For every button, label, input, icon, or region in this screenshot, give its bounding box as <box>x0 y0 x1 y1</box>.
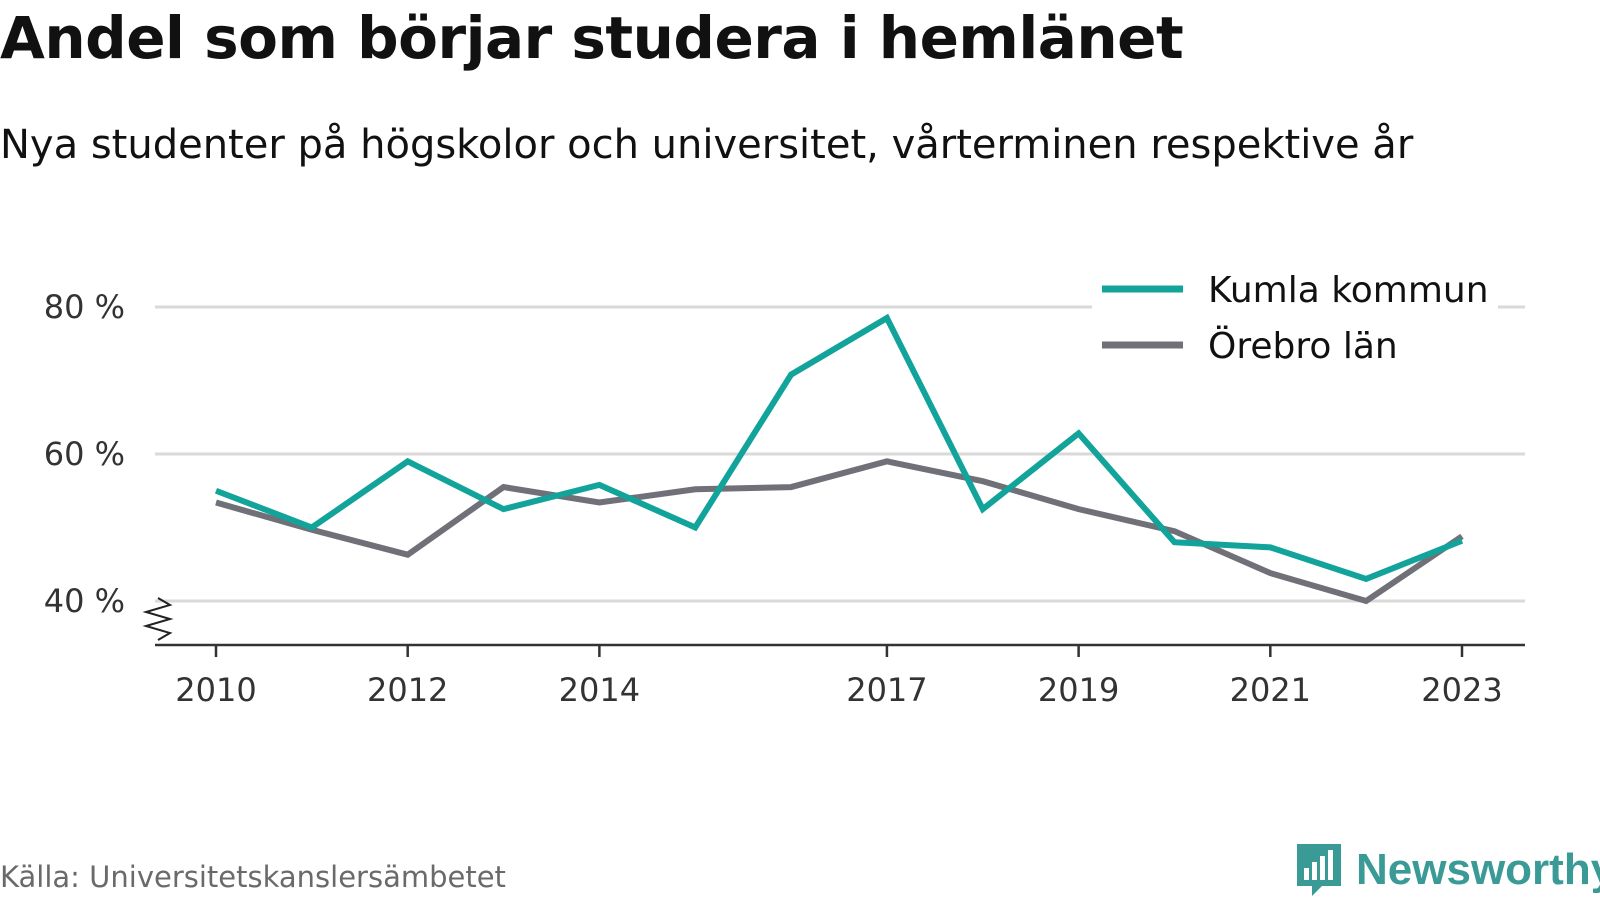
y-tick-label: 60 % <box>44 435 125 473</box>
series-line-kumla-kommun <box>214 313 1464 583</box>
y-axis-labels: 40 % 60 % 80 % <box>44 288 125 620</box>
y-tick-label: 80 % <box>44 288 125 326</box>
source-note: Källa: Universitetskanslersämbetet <box>0 860 506 894</box>
chart-title: Andel som börjar studera i hemlänet <box>0 4 1184 72</box>
brand-logo[interactable]: Newsworthy <box>1294 842 1600 898</box>
legend-background <box>1092 260 1498 372</box>
x-tick-label: 2012 <box>367 671 448 709</box>
brand-name: Newsworthy <box>1356 845 1600 894</box>
x-tick-label: 2017 <box>846 671 927 709</box>
series-line--rebro-l-n <box>215 458 1464 605</box>
x-tick-label: 2019 <box>1038 671 1119 709</box>
x-tick-label: 2023 <box>1421 671 1502 709</box>
series-lines <box>214 313 1464 605</box>
legend: Kumla kommun Örebro län <box>1092 260 1498 372</box>
x-tick-label: 2014 <box>559 671 640 709</box>
x-tick-label: 2010 <box>175 671 256 709</box>
x-axis: 2010 2012 2014 2017 2019 2021 2023 <box>155 643 1525 709</box>
y-tick-label: 40 % <box>44 582 125 620</box>
chart-subtitle: Nya studenter på högskolor och universit… <box>0 122 1414 168</box>
chart-bubble-icon <box>1297 844 1341 896</box>
y-axis-break-icon <box>142 597 174 641</box>
legend-label: Kumla kommun <box>1208 270 1489 311</box>
legend-label: Örebro län <box>1208 325 1398 367</box>
line-chart: 40 % 60 % 80 % 2010 2012 2014 2017 2019 2021 202… <box>43 260 1525 709</box>
x-tick-label: 2021 <box>1230 671 1311 709</box>
